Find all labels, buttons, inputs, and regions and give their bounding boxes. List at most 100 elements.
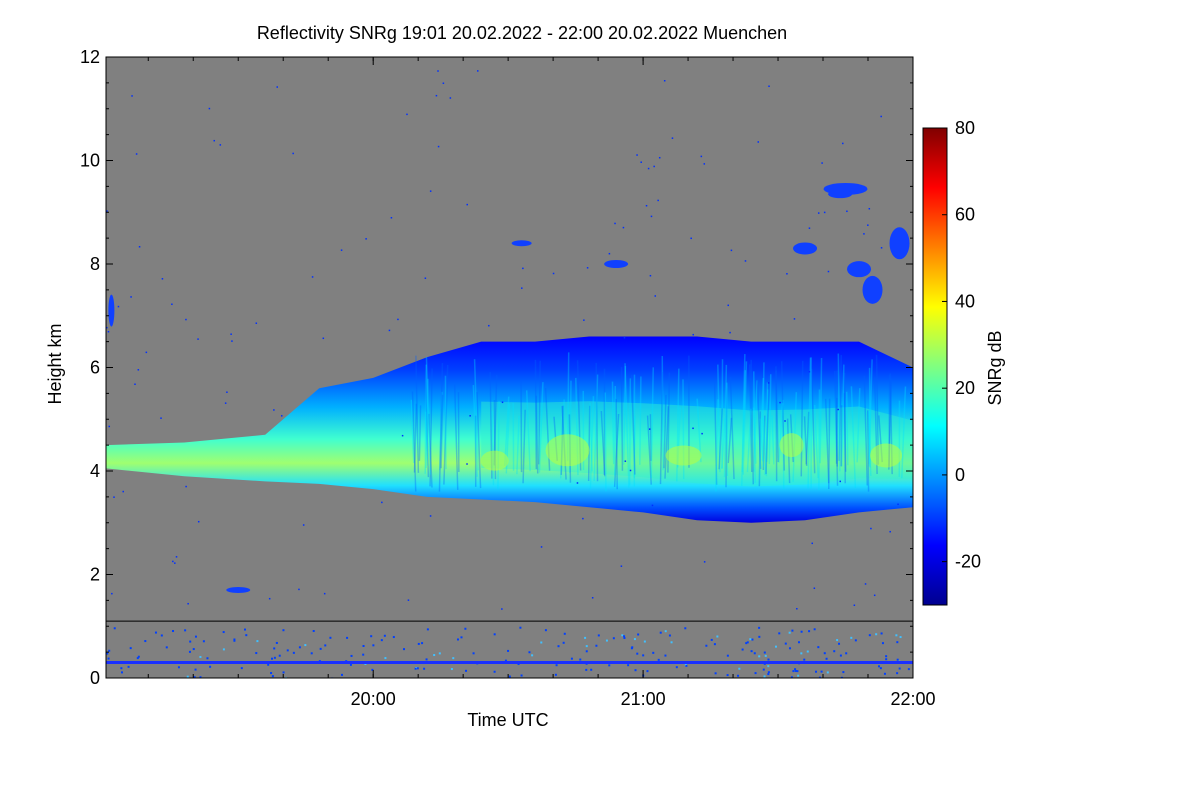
near-surface-pixel — [349, 663, 352, 666]
noise-pixel — [429, 515, 432, 517]
near-surface-pixel — [659, 631, 662, 634]
colorbar-tick-label: 20 — [955, 378, 975, 398]
noise-pixel — [779, 401, 781, 404]
fall-streak — [444, 375, 447, 470]
near-surface-pixel — [362, 645, 365, 648]
fall-streak — [418, 405, 422, 461]
cloud-fragment — [108, 294, 115, 327]
near-surface-pixel — [319, 647, 322, 650]
noise-pixel — [174, 562, 176, 564]
fall-streak — [834, 370, 839, 486]
near-surface-pixel — [767, 673, 770, 676]
noise-pixel — [897, 503, 899, 506]
fall-streak — [424, 381, 430, 478]
fall-streak — [863, 375, 869, 486]
near-surface-pixel — [383, 634, 386, 637]
fall-streak — [595, 362, 599, 482]
fall-streak — [741, 370, 747, 473]
near-surface-pixel — [392, 636, 395, 639]
noise-pixel — [703, 163, 706, 165]
fall-streak — [756, 379, 762, 469]
near-surface-pixel — [788, 631, 791, 634]
noise-pixel — [863, 233, 865, 235]
noise-pixel — [298, 588, 300, 591]
noise-pixel — [161, 278, 164, 280]
near-surface-pixel — [154, 631, 157, 634]
near-surface-pixel — [504, 659, 507, 662]
noise-pixel — [197, 338, 199, 340]
noise-pixel — [757, 141, 760, 143]
near-surface-pixel — [464, 627, 467, 630]
chart-title: Reflectivity SNRg 19:01 20.02.2022 - 22:… — [257, 23, 787, 43]
near-surface-pixel — [850, 636, 853, 639]
near-surface-pixel — [312, 630, 315, 633]
noise-pixel — [870, 527, 872, 530]
near-surface-pixel — [438, 652, 441, 655]
x-tick-label: 22:00 — [890, 689, 935, 709]
noise-pixel — [540, 546, 543, 548]
near-surface-pixel — [714, 672, 717, 675]
fall-streak — [587, 405, 591, 482]
fall-streak — [748, 364, 753, 472]
near-surface-pixel — [763, 651, 766, 654]
noise-pixel — [276, 86, 279, 88]
near-surface-pixel — [507, 649, 510, 652]
fall-streak — [778, 403, 784, 463]
near-surface-pixel — [298, 646, 301, 649]
high-reflectivity-patch — [545, 434, 590, 467]
x-tick-label: 20:00 — [351, 689, 396, 709]
near-surface-pixel — [738, 667, 741, 670]
noise-pixel — [113, 496, 115, 498]
noise-pixel — [846, 210, 848, 213]
near-surface-pixel — [726, 654, 729, 657]
noise-pixel — [692, 333, 694, 336]
near-surface-pixel — [820, 670, 823, 673]
fall-streak — [593, 374, 599, 482]
near-surface-pixel — [372, 644, 375, 647]
fall-streak — [713, 380, 718, 485]
fall-streak — [415, 355, 420, 473]
fall-streak — [723, 364, 728, 478]
near-surface-pixel — [664, 630, 667, 633]
noise-pixel — [340, 249, 343, 251]
near-surface-pixel — [627, 664, 630, 667]
fall-streak — [491, 411, 495, 486]
near-surface-pixel — [817, 646, 820, 649]
noise-pixel — [122, 490, 124, 493]
fall-streak — [868, 367, 871, 468]
noise-pixel — [501, 401, 504, 404]
fall-streak — [901, 386, 907, 479]
fall-streak — [696, 398, 702, 463]
fall-streak — [472, 385, 478, 477]
cloud-fragment — [226, 587, 251, 594]
noise-pixel — [582, 517, 584, 520]
near-surface-pixel — [346, 636, 349, 639]
y-axis-ticks: 0 2 4 6 8 10 12 — [80, 47, 913, 688]
high-reflectivity-patch — [870, 443, 903, 468]
noise-pixel — [744, 260, 747, 262]
near-surface-pixel — [460, 636, 463, 639]
near-surface-pixel — [758, 635, 761, 638]
fall-streak — [843, 393, 847, 472]
near-surface-pixel — [270, 672, 273, 675]
near-surface-pixel — [878, 665, 881, 668]
noise-pixel — [552, 272, 555, 275]
near-surface-pixel — [899, 636, 902, 639]
noise-pixel — [268, 597, 271, 600]
near-surface-pixel — [621, 634, 624, 637]
near-surface-pixel — [184, 629, 187, 632]
noise-pixel — [424, 277, 427, 279]
noise-pixel — [889, 530, 891, 533]
fall-streak — [768, 374, 772, 465]
near-surface-pixel — [324, 644, 327, 647]
near-surface-pixel — [762, 668, 765, 671]
noise-pixel — [449, 97, 452, 99]
near-surface-pixel — [350, 654, 353, 657]
fall-streak — [615, 398, 618, 490]
near-surface-pixel — [144, 640, 147, 643]
fall-streak — [522, 409, 526, 484]
noise-pixel — [442, 82, 445, 85]
fall-streak — [742, 361, 748, 475]
noise-pixel — [645, 204, 648, 207]
fall-streak — [762, 415, 766, 471]
